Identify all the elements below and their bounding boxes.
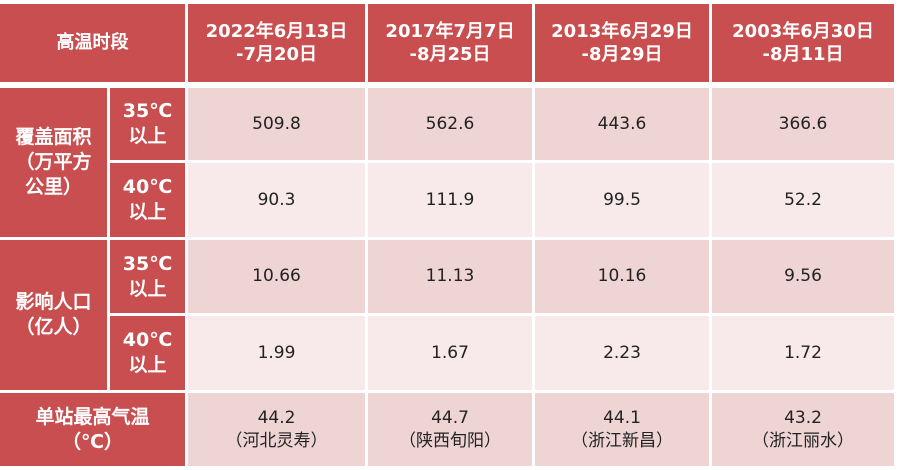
group-label: 覆盖面积 （万平方 公里）: [0, 88, 107, 237]
data-cell: 52.2: [712, 163, 894, 237]
data-cell: 99.5: [535, 163, 709, 237]
cell-text: 以上: [128, 277, 167, 300]
cell-text: 562.6: [425, 113, 475, 134]
data-cell: 44.7 （陕西旬阳）: [368, 393, 532, 466]
data-cell: 1.72: [712, 316, 894, 390]
group-label: 单站最高气温 （℃）: [0, 393, 185, 466]
cell-text: 公里）: [24, 175, 82, 198]
cell-text: 覆盖面积: [15, 126, 92, 149]
data-cell: 1.67: [368, 316, 532, 390]
cell-text: 44.2: [257, 408, 296, 429]
data-cell: 111.9: [368, 163, 532, 237]
cell-text: 以上: [128, 201, 167, 223]
data-cell: 9.56: [712, 240, 894, 313]
cell-text: （浙江新昌）: [571, 430, 673, 451]
data-cell: 1.99: [188, 316, 365, 390]
cell-text: （万平方: [15, 151, 92, 174]
sub-label: 35℃ 以上: [110, 240, 185, 313]
cell-text: （亿人）: [15, 316, 92, 338]
cell-text: -8月25日: [409, 44, 491, 65]
cell-text: 2.23: [603, 342, 641, 363]
header-cell: 2003年6月30日 -8月11日: [712, 4, 894, 82]
cell-text: （℃）: [61, 430, 123, 453]
cell-text: 1.99: [257, 342, 296, 363]
cell-text: 11.13: [425, 266, 475, 287]
cell-text: 366.6: [778, 113, 828, 134]
cell-text: 443.6: [597, 113, 647, 134]
data-cell: 2.23: [535, 316, 709, 390]
cell-text: 43.2: [784, 408, 822, 429]
data-cell: 44.2 （河北灵寿）: [188, 393, 365, 466]
cell-text: -7月20日: [235, 44, 318, 65]
header-cell: 2022年6月13日 -7月20日: [188, 4, 365, 82]
cell-text: 9.56: [784, 266, 822, 287]
cell-text: -8月29日: [581, 44, 663, 65]
data-cell: 366.6: [712, 88, 894, 160]
cell-text: 高温时段: [56, 32, 129, 54]
cell-text: 2003年6月30日: [732, 20, 874, 42]
cell-text: 99.5: [603, 189, 641, 210]
cell-text: -8月11日: [762, 44, 844, 65]
cell-text: 509.8: [252, 113, 301, 134]
group-label: 影响人口 （亿人）: [0, 240, 107, 390]
cell-text: 40℃: [122, 176, 173, 199]
cell-text: 35℃: [122, 252, 173, 275]
data-cell: 43.2 （浙江丽水）: [712, 393, 894, 466]
cell-text: 40℃: [122, 329, 173, 352]
header-cell: 2013年6月29日 -8月29日: [535, 4, 709, 82]
header-cell: 2017年7月7日 -8月25日: [368, 4, 532, 82]
cell-text: 2013年6月29日: [551, 20, 693, 42]
cell-text: 35℃: [122, 100, 173, 123]
cell-text: 影响人口: [15, 291, 92, 314]
sub-label: 40℃ 以上: [110, 316, 185, 390]
cell-text: 2022年6月13日: [205, 20, 348, 42]
cell-text: 10.66: [252, 266, 301, 287]
cell-text: 10.16: [597, 266, 647, 287]
cell-text: 以上: [128, 125, 167, 147]
cell-text: 44.7: [431, 408, 469, 429]
data-cell: 443.6: [535, 88, 709, 160]
data-cell: 562.6: [368, 88, 532, 160]
header-label: 高温时段: [0, 4, 185, 82]
cell-text: 单站最高气温: [35, 405, 150, 428]
cell-text: （浙江丽水）: [752, 430, 854, 451]
sub-label: 35℃ 以上: [110, 88, 185, 160]
cell-text: 1.72: [784, 342, 822, 363]
data-cell: 11.13: [368, 240, 532, 313]
data-cell: 10.66: [188, 240, 365, 313]
cell-text: （河北灵寿）: [225, 430, 328, 451]
cell-text: （陕西旬阳）: [399, 430, 501, 451]
data-cell: 10.16: [535, 240, 709, 313]
cell-text: 以上: [128, 354, 167, 376]
cell-text: 1.67: [431, 342, 469, 363]
cell-text: 90.3: [257, 189, 296, 210]
cell-text: 2017年7月7日: [385, 20, 515, 42]
data-cell: 509.8: [188, 88, 365, 160]
cell-text: 44.1: [603, 408, 641, 429]
cell-text: 52.2: [784, 189, 822, 210]
sub-label: 40℃ 以上: [110, 163, 185, 237]
data-cell: 90.3: [188, 163, 365, 237]
data-cell: 44.1 （浙江新昌）: [535, 393, 709, 466]
cell-text: 111.9: [425, 189, 475, 210]
